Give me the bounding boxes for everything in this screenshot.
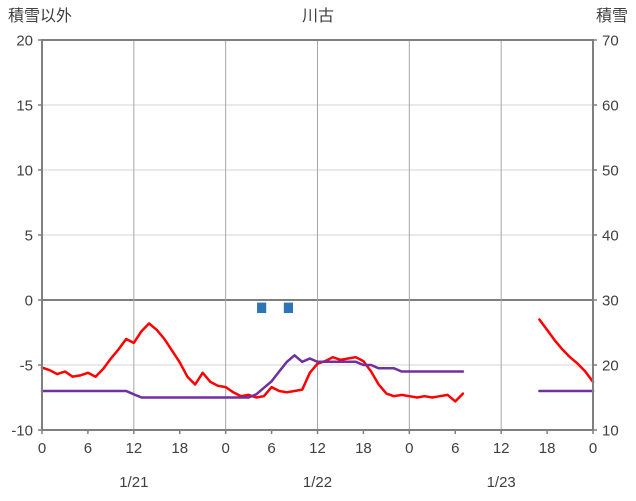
x-axis-hour-label: 18: [355, 440, 372, 457]
x-axis-hour-label: 18: [171, 440, 188, 457]
left-axis-tick-label: 20: [16, 33, 33, 50]
right-axis-tick-label: 60: [602, 98, 619, 115]
x-axis-hour-label: 0: [589, 440, 597, 457]
left-axis-tick-label: 5: [25, 228, 33, 245]
chart-title: 川古: [302, 7, 334, 25]
right-axis-tick-label: 70: [602, 33, 619, 50]
date-label: 1/21: [119, 474, 148, 491]
x-axis-hour-label: 6: [84, 440, 92, 457]
left-axis-tick-label: 10: [16, 163, 33, 180]
red-series-line: [40, 322, 465, 403]
x-axis-hour-label: 18: [539, 440, 556, 457]
x-axis-hour-label: 6: [267, 440, 275, 457]
x-axis-hour-label: 6: [451, 440, 459, 457]
left-axis-tick-label: -5: [20, 358, 33, 375]
x-axis-hour-label: 0: [405, 440, 413, 457]
date-label: 1/22: [303, 474, 332, 491]
x-axis-hour-label: 12: [309, 440, 326, 457]
date-label: 1/23: [487, 474, 516, 491]
blue-square-marker: [257, 302, 267, 313]
left-axis-tick-label: 0: [25, 293, 33, 310]
right-axis-tick-label: 30: [602, 293, 619, 310]
right-axis-title: 積雪: [596, 7, 628, 25]
left-axis-title: 積雪以外: [8, 7, 72, 25]
right-axis-tick-label: 40: [602, 228, 619, 245]
left-axis-tick-label: 15: [16, 98, 33, 115]
left-axis-tick-label: -10: [11, 423, 33, 440]
x-axis-hour-label: 12: [125, 440, 142, 457]
red-series-line: [538, 318, 595, 384]
x-axis-hour-label: 0: [221, 440, 229, 457]
purple-series-line: [40, 354, 465, 399]
x-axis-hour-label: 12: [493, 440, 510, 457]
right-axis-tick-label: 20: [602, 358, 619, 375]
right-axis-tick-label: 50: [602, 163, 619, 180]
right-axis-tick-label: 10: [602, 423, 619, 440]
x-axis-hour-label: 0: [38, 440, 46, 457]
blue-square-marker: [283, 302, 294, 313]
